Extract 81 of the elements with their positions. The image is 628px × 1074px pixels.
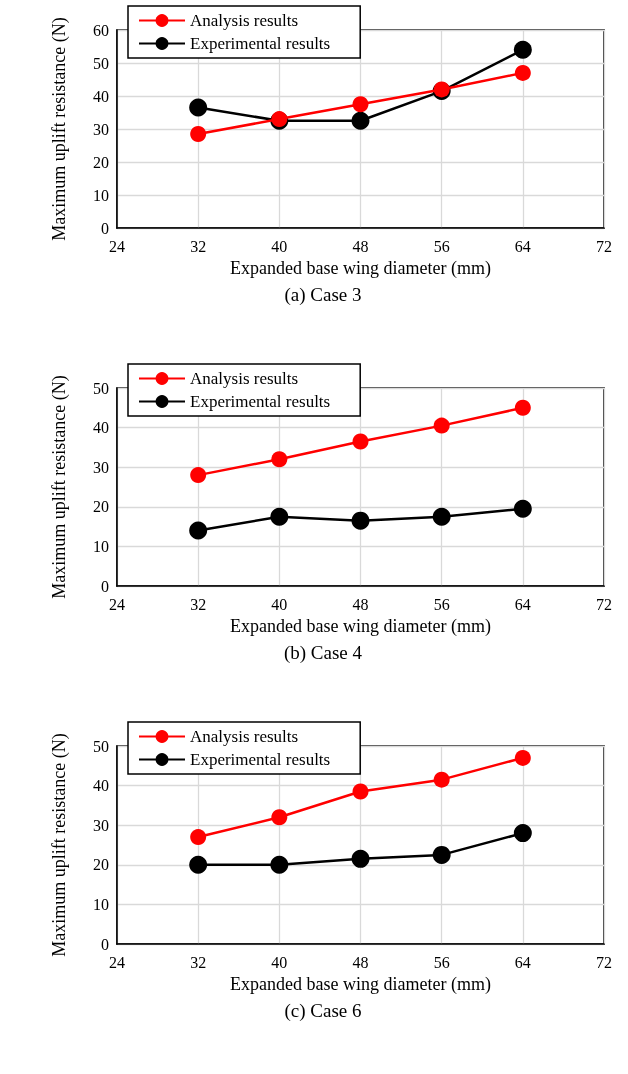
x-tick-label: 40 bbox=[271, 953, 288, 971]
point bbox=[433, 771, 450, 788]
y-tick-label: 50 bbox=[93, 737, 109, 755]
x-tick-label: 32 bbox=[190, 237, 207, 255]
y-axis-title: Maximum uplift resistance (N) bbox=[48, 375, 70, 599]
point bbox=[190, 829, 207, 846]
legend-label: Experimental results bbox=[190, 34, 331, 53]
point bbox=[190, 467, 207, 484]
x-tick-label: 40 bbox=[271, 237, 288, 255]
x-axis-title: Expanded base wing diameter (mm) bbox=[230, 257, 491, 279]
y-tick-label: 0 bbox=[101, 219, 109, 237]
y-tick-label: 30 bbox=[93, 458, 109, 476]
y-tick-label: 10 bbox=[93, 895, 109, 913]
text: (b) Case 4 bbox=[283, 642, 363, 664]
x-tick-label: 24 bbox=[109, 953, 125, 971]
x-axis-title: Expanded base wing diameter (mm) bbox=[230, 615, 491, 637]
point bbox=[189, 98, 208, 117]
y-tick-label: 10 bbox=[93, 186, 109, 204]
x-tick-label: 64 bbox=[514, 953, 531, 971]
point bbox=[514, 64, 531, 81]
x-tick-label: 24 bbox=[109, 237, 125, 255]
point bbox=[189, 521, 208, 540]
x-tick-label: 32 bbox=[190, 595, 207, 613]
x-axis-title: Expanded base wing diameter (mm) bbox=[230, 973, 491, 995]
x-tick-label: 64 bbox=[514, 595, 531, 613]
x-tick-label: 72 bbox=[596, 237, 612, 255]
x-tick-label: 48 bbox=[352, 953, 369, 971]
x-tick-label: 48 bbox=[352, 237, 369, 255]
y-tick-label: 20 bbox=[93, 856, 109, 874]
x-tick-label: 48 bbox=[352, 595, 369, 613]
x-tick-label: 72 bbox=[596, 595, 612, 613]
y-tick-label: 40 bbox=[93, 777, 109, 795]
point bbox=[352, 783, 369, 800]
point bbox=[270, 507, 289, 526]
point bbox=[433, 417, 450, 434]
x-tick-label: 64 bbox=[514, 237, 531, 255]
y-tick-label: 60 bbox=[93, 21, 109, 39]
legend-label: Experimental results bbox=[190, 750, 331, 769]
point bbox=[351, 511, 370, 530]
y-tick-label: 0 bbox=[101, 935, 109, 953]
point bbox=[513, 499, 532, 518]
x-tick-label: 72 bbox=[596, 953, 612, 971]
point bbox=[352, 433, 369, 450]
legend-label: Experimental results bbox=[190, 392, 331, 411]
x-tick-label: 32 bbox=[190, 953, 207, 971]
y-tick-label: 30 bbox=[93, 816, 109, 834]
point bbox=[190, 125, 207, 142]
y-tick-label: 10 bbox=[93, 537, 109, 555]
x-tick-label: 56 bbox=[433, 595, 450, 613]
x-tick-label: 56 bbox=[433, 953, 450, 971]
x-tick-label: 40 bbox=[271, 595, 288, 613]
legend-label: Analysis results bbox=[190, 727, 299, 746]
y-tick-label: 20 bbox=[93, 153, 109, 171]
point bbox=[513, 824, 532, 843]
x-tick-label: 24 bbox=[109, 595, 125, 613]
y-tick-label: 40 bbox=[93, 419, 109, 437]
text: (c) Case 6 bbox=[284, 1000, 362, 1022]
legend-label: Analysis results bbox=[190, 369, 299, 388]
point bbox=[432, 845, 451, 864]
point bbox=[514, 749, 531, 766]
point bbox=[351, 111, 370, 130]
y-tick-label: 50 bbox=[93, 379, 109, 397]
point bbox=[270, 855, 289, 874]
y-tick-label: 40 bbox=[93, 87, 109, 105]
legend-label: Analysis results bbox=[190, 11, 299, 30]
point bbox=[432, 507, 451, 526]
y-axis-title: Maximum uplift resistance (N) bbox=[48, 17, 70, 241]
text: (a) Case 3 bbox=[284, 284, 362, 306]
y-tick-label: 0 bbox=[101, 577, 109, 595]
y-tick-label: 20 bbox=[93, 498, 109, 516]
point bbox=[271, 809, 288, 826]
point bbox=[513, 40, 532, 59]
point bbox=[189, 855, 208, 874]
y-tick-label: 30 bbox=[93, 120, 109, 138]
y-tick-label: 50 bbox=[93, 54, 109, 72]
point bbox=[514, 399, 531, 416]
point bbox=[351, 849, 370, 868]
y-axis-title: Maximum uplift resistance (N) bbox=[48, 733, 70, 957]
x-tick-label: 56 bbox=[433, 237, 450, 255]
point bbox=[271, 451, 288, 468]
point bbox=[352, 96, 369, 113]
